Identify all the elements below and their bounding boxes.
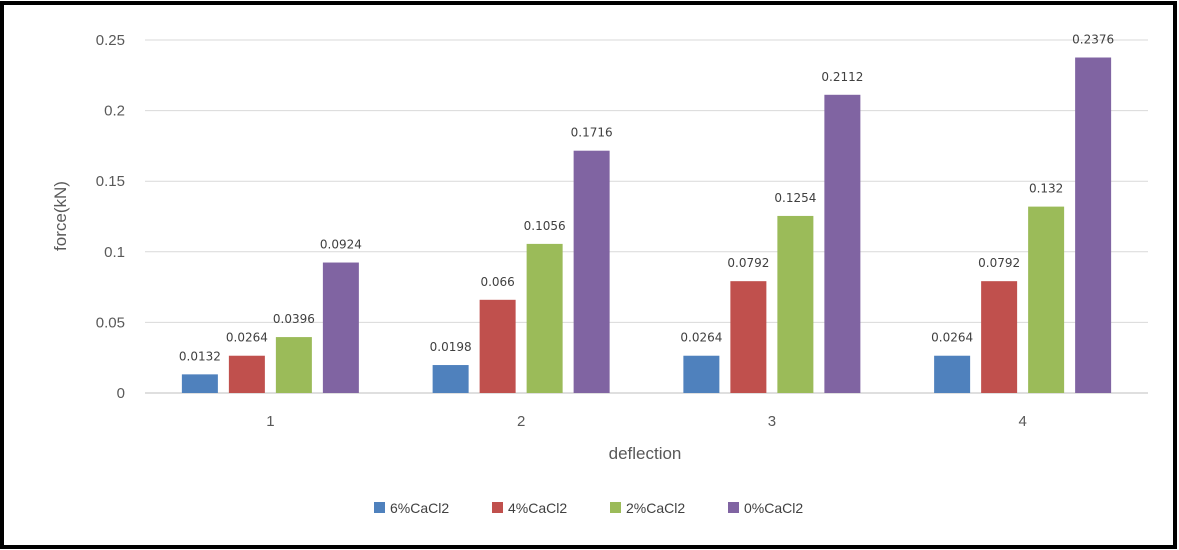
x-tick-label: 4: [1018, 413, 1026, 430]
legend-swatch: [492, 502, 503, 513]
bar: [228, 355, 265, 393]
data-label: 0.0792: [727, 256, 769, 270]
bar: [322, 262, 359, 393]
data-label: 0.0792: [978, 256, 1020, 270]
bar: [730, 281, 767, 393]
bar: [683, 355, 720, 393]
legend-label: 0%CaCl2: [744, 500, 803, 516]
y-axis-ticks: 0 0.05 0.1 0.15 0.2 0.25: [96, 32, 125, 402]
bar: [432, 365, 469, 393]
bar: [181, 374, 218, 393]
bar: [1028, 206, 1065, 393]
legend-label: 6%CaCl2: [390, 500, 449, 516]
data-label: 0.2112: [821, 70, 863, 84]
bar: [479, 299, 516, 393]
bar: [981, 281, 1018, 393]
data-label: 0.1716: [571, 126, 613, 140]
bar: [526, 243, 563, 393]
y-axis-title: force(kN): [51, 181, 70, 251]
bar: [934, 355, 971, 393]
bar: [275, 337, 312, 393]
data-label: 0.1254: [774, 191, 816, 205]
data-label: 0.0924: [320, 238, 362, 252]
legend-swatch: [610, 502, 621, 513]
data-label: 0.0396: [273, 312, 315, 326]
data-label: 0.1056: [524, 219, 566, 233]
data-label: 0.0264: [931, 331, 973, 345]
legend-swatch: [374, 502, 385, 513]
data-label: 0.0132: [179, 349, 221, 363]
bar: [824, 94, 861, 394]
x-tick-label: 3: [768, 413, 776, 430]
bar: [777, 215, 814, 393]
data-label: 0.132: [1029, 182, 1063, 196]
legend-label: 2%CaCl2: [626, 500, 685, 516]
data-label: 0.066: [480, 275, 514, 289]
legend-label: 4%CaCl2: [508, 500, 567, 516]
data-label: 0.0264: [226, 331, 268, 345]
y-tick-label: 0.25: [96, 32, 125, 49]
y-tick-label: 0.05: [96, 314, 125, 331]
x-tick-label: 1: [266, 413, 274, 430]
data-label: 0.2376: [1072, 33, 1114, 47]
gridlines: [145, 39, 1148, 394]
x-tick-label: 2: [517, 413, 525, 430]
bar: [573, 150, 610, 393]
data-labels: 0.0132 0.0264 0.0396 0.0924 0.0198 0.066 0.105…: [179, 33, 1114, 364]
x-axis-title: deflection: [609, 444, 682, 463]
legend: 6%CaCl2 4%CaCl2 2%CaCl2 0%CaCl2: [374, 500, 803, 516]
data-label: 0.0198: [430, 340, 472, 354]
y-tick-label: 0: [117, 385, 125, 402]
y-tick-label: 0.1: [104, 244, 125, 261]
x-axis-ticks: 1 2 3 4: [266, 413, 1027, 430]
bar: [1075, 57, 1112, 394]
data-label: 0.0264: [680, 331, 722, 345]
y-tick-label: 0.15: [96, 173, 125, 190]
legend-swatch: [728, 502, 739, 513]
y-tick-label: 0.2: [104, 103, 125, 120]
bars: [181, 57, 1112, 394]
